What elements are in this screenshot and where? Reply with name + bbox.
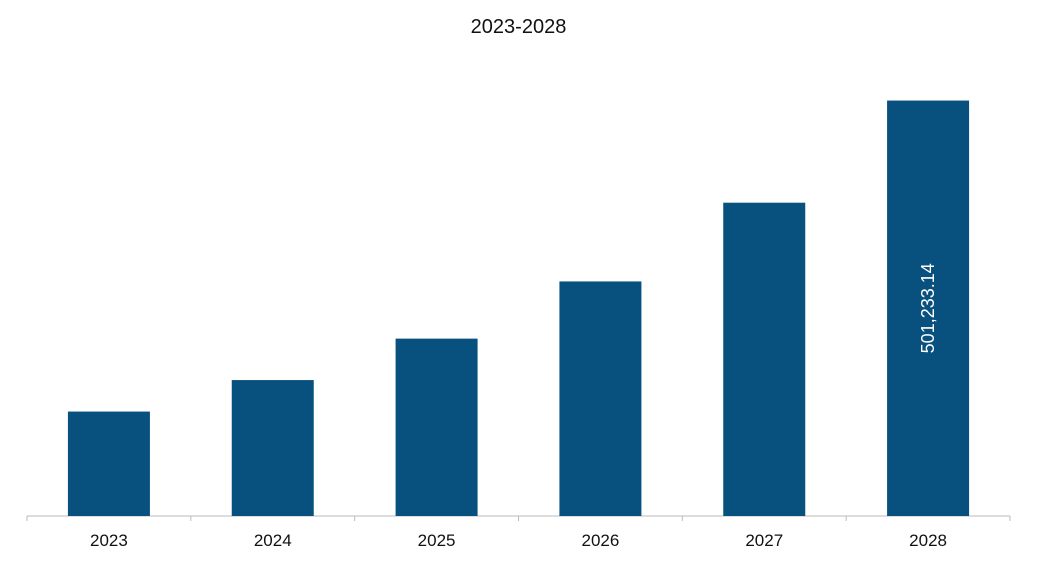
- bar-2028: [887, 100, 970, 516]
- data-label-2028: 501,233.14: [918, 263, 938, 353]
- bar-2026: [559, 281, 642, 516]
- bar-2023: [67, 411, 150, 516]
- bar-2024: [231, 380, 314, 516]
- x-tick-label-2028: 2028: [909, 531, 947, 550]
- chart-title: 2023-2028: [470, 16, 567, 38]
- x-tick-label-2024: 2024: [254, 531, 292, 550]
- x-tick-label-2026: 2026: [582, 531, 620, 550]
- x-tick-label-2023: 2023: [90, 531, 128, 550]
- bar-2027: [723, 202, 806, 516]
- x-tick-label-2027: 2027: [745, 531, 783, 550]
- bar-2025: [395, 338, 478, 516]
- x-tick-label-2025: 2025: [418, 531, 456, 550]
